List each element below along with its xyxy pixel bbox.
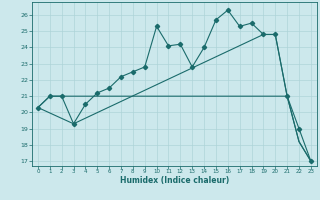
X-axis label: Humidex (Indice chaleur): Humidex (Indice chaleur) xyxy=(120,176,229,185)
